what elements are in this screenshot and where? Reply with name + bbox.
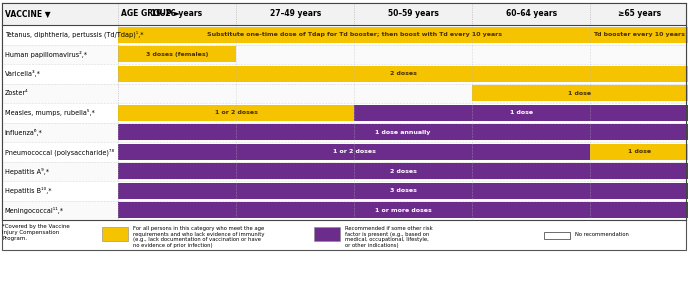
Text: Zoster⁴: Zoster⁴ xyxy=(5,90,28,96)
Bar xyxy=(118,144,590,160)
Text: Tetanus, diphtheria, pertussis (Td/Tdap)¹,*: Tetanus, diphtheria, pertussis (Td/Tdap)… xyxy=(5,31,143,38)
Text: 1 dose: 1 dose xyxy=(510,110,533,115)
Text: ≥65 years: ≥65 years xyxy=(618,9,660,18)
Text: 50–59 years: 50–59 years xyxy=(388,9,438,18)
Bar xyxy=(118,27,590,42)
Text: 27–49 years: 27–49 years xyxy=(270,9,321,18)
Bar xyxy=(2,122,686,142)
Text: Measles, mumps, rubella⁵,*: Measles, mumps, rubella⁵,* xyxy=(5,109,94,116)
Text: Meningococcal¹¹,*: Meningococcal¹¹,* xyxy=(5,207,64,214)
Bar xyxy=(2,161,686,181)
Text: Substitute one-time dose of Tdap for Td booster; then boost with Td every 10 yea: Substitute one-time dose of Tdap for Td … xyxy=(206,32,502,37)
Text: 1 or 2 doses: 1 or 2 doses xyxy=(333,149,376,154)
Text: Varicella³,*: Varicella³,* xyxy=(5,70,41,77)
Bar xyxy=(590,144,688,160)
Text: 3 doses (females): 3 doses (females) xyxy=(146,52,208,57)
Text: *Covered by the Vaccine
Injury Compensation
Program.: *Covered by the Vaccine Injury Compensat… xyxy=(2,224,69,241)
Text: 2 doses: 2 doses xyxy=(389,169,416,174)
Bar xyxy=(2,103,686,122)
Bar xyxy=(314,227,340,241)
Text: Influenza⁶,*: Influenza⁶,* xyxy=(5,129,43,136)
Text: No recommendation: No recommendation xyxy=(575,232,629,237)
Bar xyxy=(118,47,236,62)
Bar xyxy=(544,232,570,239)
Bar xyxy=(118,163,688,179)
Text: Recommended if some other risk
factor is present (e.g., based on
medical, occupa: Recommended if some other risk factor is… xyxy=(345,226,433,248)
Bar xyxy=(118,125,688,140)
Bar xyxy=(2,3,686,250)
Bar xyxy=(472,86,688,101)
Text: For all persons in this category who meet the age
requirements and who lack evid: For all persons in this category who mee… xyxy=(133,226,265,248)
Text: 1 dose: 1 dose xyxy=(568,91,592,96)
Bar xyxy=(2,200,686,220)
Text: Pneumococcal (polysaccharide)⁷⁸: Pneumococcal (polysaccharide)⁷⁸ xyxy=(5,148,114,156)
Bar xyxy=(118,105,354,120)
Bar xyxy=(2,64,686,84)
Bar xyxy=(118,202,688,218)
Text: Td booster every 10 years: Td booster every 10 years xyxy=(593,32,685,37)
Bar xyxy=(2,84,686,103)
Bar xyxy=(2,25,686,45)
Bar xyxy=(118,66,688,81)
Bar xyxy=(354,105,688,120)
Bar xyxy=(102,227,128,241)
Text: Hepatitis A⁹,*: Hepatitis A⁹,* xyxy=(5,168,49,175)
Text: Hepatitis B¹⁰,*: Hepatitis B¹⁰,* xyxy=(5,187,52,194)
Bar xyxy=(2,181,686,200)
Text: 2 doses: 2 doses xyxy=(389,71,416,76)
Text: 19–26 years: 19–26 years xyxy=(151,9,202,18)
Bar xyxy=(590,27,688,42)
Text: 60–64 years: 60–64 years xyxy=(506,9,557,18)
Text: 1 or more doses: 1 or more doses xyxy=(375,208,431,213)
Bar xyxy=(2,45,686,64)
Text: VACCINE ▼: VACCINE ▼ xyxy=(5,9,50,18)
Bar xyxy=(118,183,688,199)
Bar xyxy=(2,3,686,25)
Text: Human papillomavirus²,*: Human papillomavirus²,* xyxy=(5,51,87,58)
Text: 1 dose annually: 1 dose annually xyxy=(376,130,431,135)
Text: 1 dose: 1 dose xyxy=(627,149,651,154)
Bar xyxy=(2,142,686,161)
Text: 1 or 2 doses: 1 or 2 doses xyxy=(215,110,257,115)
Text: 3 doses: 3 doses xyxy=(389,188,416,193)
Text: AGE GROUP ►: AGE GROUP ► xyxy=(122,9,180,18)
